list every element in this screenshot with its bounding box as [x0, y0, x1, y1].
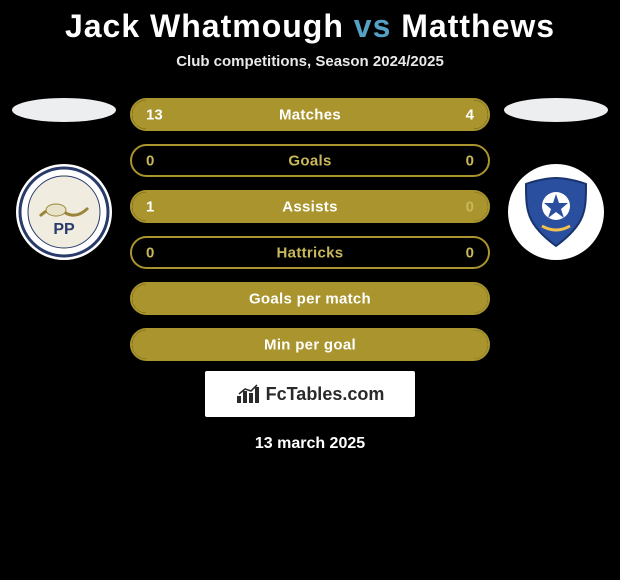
chart-icon: [236, 384, 260, 404]
stat-row: Matches134: [130, 98, 490, 131]
stat-value-right: 0: [466, 152, 474, 169]
brand-text: FcTables.com: [266, 384, 385, 405]
right-side: [500, 98, 612, 260]
comparison-title: Jack Whatmough vs Matthews: [0, 8, 620, 45]
stat-fill-left: [132, 284, 488, 313]
vs-label: vs: [354, 8, 392, 44]
stat-row: Min per goal: [130, 328, 490, 361]
svg-text:PP: PP: [53, 221, 75, 238]
main-content: PP Matches134Goals00Assists10Hattricks00…: [0, 98, 620, 361]
stat-value-left: 0: [146, 244, 154, 261]
infographic-container: Jack Whatmough vs Matthews Club competit…: [0, 0, 620, 453]
stats-column: Matches134Goals00Assists10Hattricks00Goa…: [130, 98, 490, 361]
stat-label: Hattricks: [132, 244, 488, 261]
stat-fill-left: [132, 330, 488, 359]
player1-ellipse: [12, 98, 116, 122]
brand-box: FcTables.com: [205, 371, 415, 417]
stat-fill-left: [132, 100, 403, 129]
stat-label: Goals: [132, 152, 488, 169]
stat-row: Goals per match: [130, 282, 490, 315]
portsmouth-badge-icon: [508, 164, 604, 260]
stat-row: Hattricks0 0: [130, 236, 490, 269]
preston-badge-icon: PP: [16, 164, 112, 260]
stat-fill-right: [403, 100, 488, 129]
player1-club-badge: PP: [16, 164, 112, 260]
player2-ellipse: [504, 98, 608, 122]
stat-row: Assists10: [130, 190, 490, 223]
player1-name: Jack Whatmough: [65, 8, 344, 44]
footer: FcTables.com 13 march 2025: [0, 371, 620, 453]
player2-name: Matthews: [401, 8, 555, 44]
stat-value-left: 0: [146, 152, 154, 169]
stat-value-right: 0: [466, 244, 474, 261]
stat-fill-left: [132, 192, 488, 221]
footer-date: 13 march 2025: [255, 435, 365, 453]
player2-club-badge: [508, 164, 604, 260]
left-side: PP: [8, 98, 120, 260]
stat-row: Goals0 0: [130, 144, 490, 177]
subtitle: Club competitions, Season 2024/2025: [0, 53, 620, 70]
